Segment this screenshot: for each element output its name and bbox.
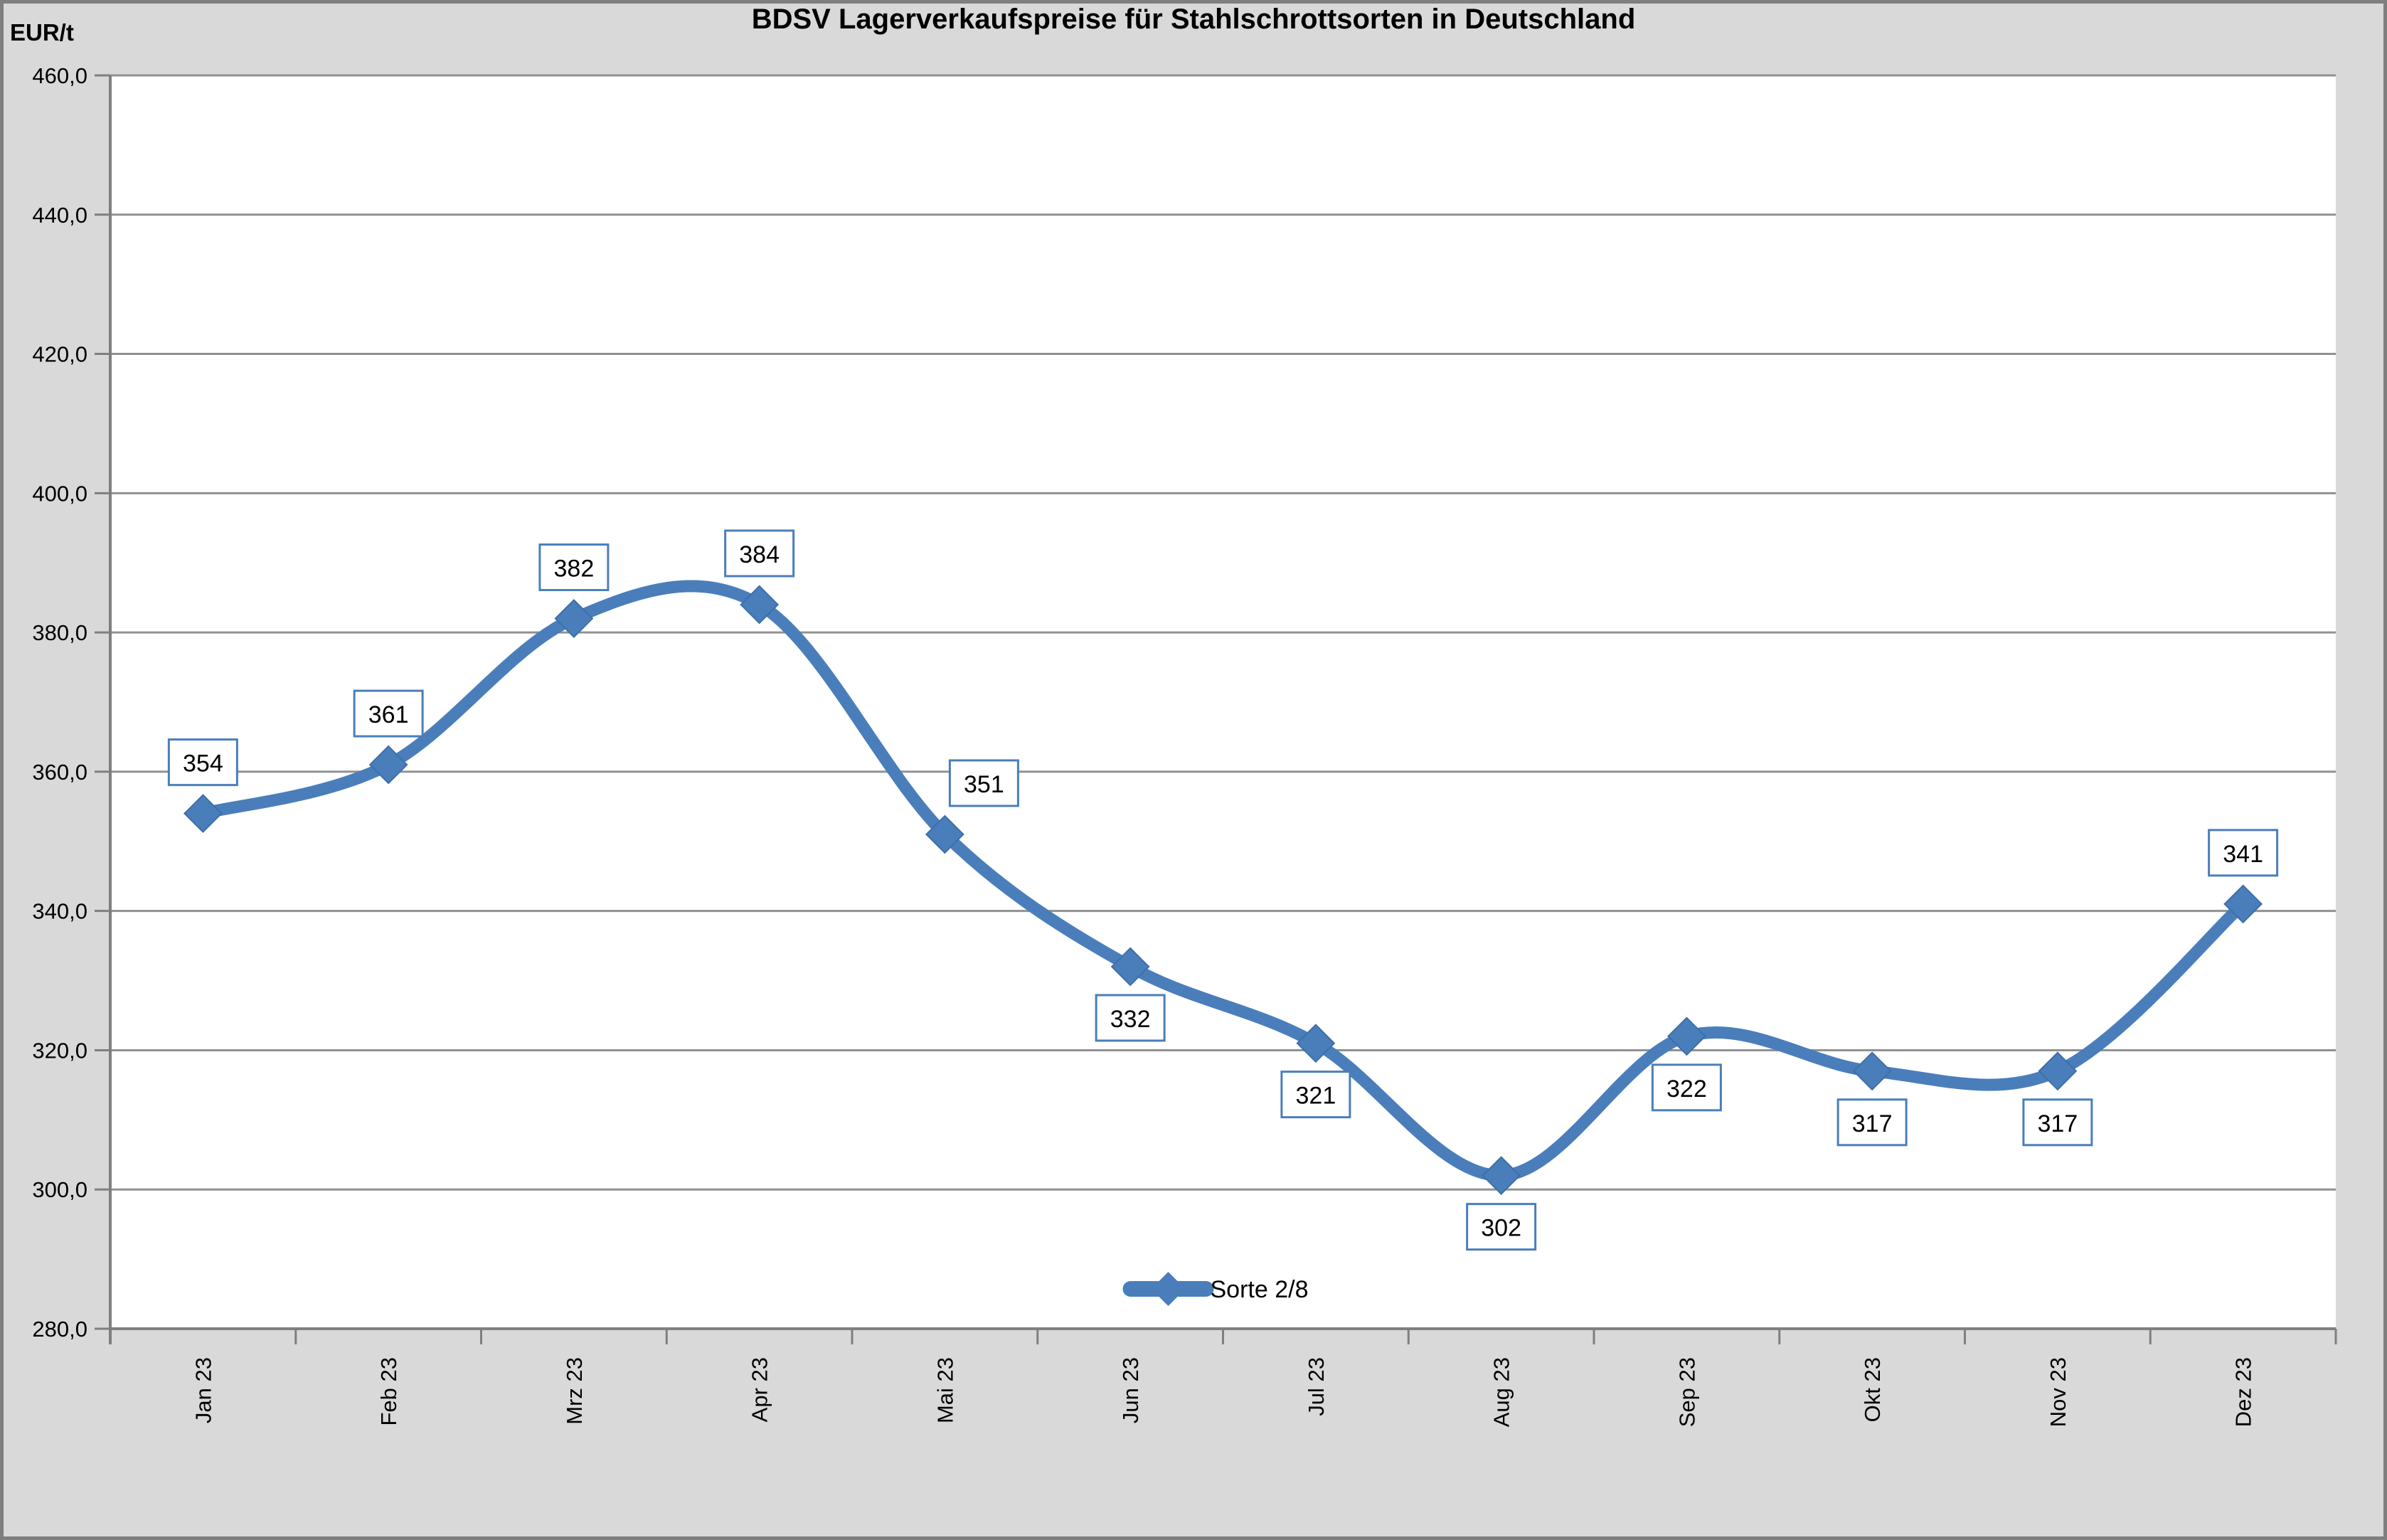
y-tick-label: 440,0: [32, 203, 87, 228]
data-label-box: [1836, 1098, 1908, 1147]
chart-title: BDSV Lagerverkaufspreise für Stahlschrot…: [751, 4, 1636, 35]
x-tick-label: Okt 23: [1860, 1357, 1885, 1422]
data-label-text: 302: [1481, 1215, 1521, 1242]
data-point-marker: [1666, 1016, 1706, 1056]
data-label-box: [2022, 1098, 2093, 1147]
data-label-box: [948, 759, 1019, 807]
x-tick-label: Mai 23: [932, 1357, 957, 1423]
data-point-marker: [183, 794, 223, 834]
data-label-text: 384: [739, 541, 780, 568]
data-label-text: 382: [554, 556, 595, 583]
data-label-text: 317: [1852, 1110, 1893, 1137]
data-label-text: 351: [964, 771, 1004, 798]
x-tick-label: Feb 23: [376, 1357, 401, 1426]
data-label-box: [167, 738, 238, 787]
data-point-marker: [925, 814, 964, 854]
legend-label: Sorte 2/8: [1211, 1276, 1309, 1303]
x-tick-label: Nov 23: [2046, 1357, 2070, 1427]
y-tick-label: 340,0: [32, 899, 87, 924]
x-tick-label: Aug 23: [1489, 1357, 1514, 1427]
series-line: [196, 580, 2250, 1182]
data-point-marker: [1852, 1051, 1892, 1091]
data-point-marker: [368, 745, 408, 785]
data-label-text: 341: [2223, 841, 2263, 868]
x-tick-label: Jul 23: [1304, 1357, 1329, 1416]
data-label-box: [1466, 1203, 1537, 1251]
data-point-marker: [1296, 1024, 1336, 1063]
y-tick-label: 320,0: [32, 1038, 87, 1063]
data-label-text: 322: [1666, 1076, 1707, 1103]
y-tick-label: 300,0: [32, 1177, 87, 1202]
y-tick-label: 280,0: [32, 1317, 87, 1342]
y-tick-label: 460,0: [32, 63, 87, 88]
data-point-marker: [1482, 1156, 1521, 1196]
data-point-marker: [740, 585, 780, 625]
data-label-box: [1095, 994, 1166, 1042]
x-tick-label: Apr 23: [748, 1357, 772, 1422]
data-label-box: [353, 689, 424, 738]
x-tick-label: Sep 23: [1674, 1357, 1699, 1427]
y-tick-label: 380,0: [32, 620, 87, 645]
data-label-text: 332: [1110, 1006, 1151, 1033]
data-label-box: [1280, 1071, 1351, 1119]
data-label-text: 321: [1296, 1083, 1336, 1110]
data-point-marker: [2223, 884, 2263, 924]
x-tick-label: Dez 23: [2231, 1357, 2256, 1427]
data-point-marker: [554, 599, 594, 638]
x-tick-label: Jun 23: [1118, 1357, 1143, 1423]
x-tick-label: Mrz 23: [562, 1357, 587, 1425]
y-tick-label: 360,0: [32, 760, 87, 785]
data-label-box: [1651, 1063, 1722, 1112]
y-tick-label: 420,0: [32, 342, 87, 367]
data-label-box: [2208, 829, 2279, 877]
data-label-box: [724, 529, 795, 578]
data-point-marker: [2038, 1051, 2078, 1091]
y-axis-unit-label: EUR/t: [10, 19, 74, 46]
data-label-text: 317: [2038, 1110, 2078, 1137]
plot-area: [110, 75, 2336, 1329]
data-label-box: [538, 543, 610, 592]
y-tick-label: 400,0: [32, 481, 87, 506]
data-point-marker: [1110, 947, 1150, 987]
x-tick-label: Jan 23: [191, 1357, 216, 1423]
data-label-text: 354: [183, 750, 223, 777]
legend-marker-diamond: [1151, 1272, 1186, 1306]
data-label-text: 361: [368, 701, 409, 728]
